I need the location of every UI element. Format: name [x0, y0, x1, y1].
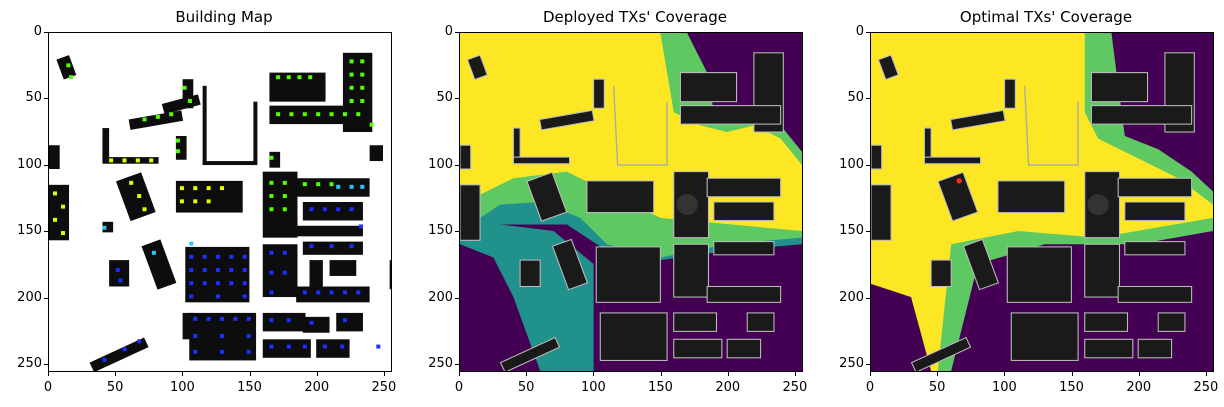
deployed-coverage-panel: Deployed TXs' Coverage: [445, 0, 825, 407]
x-tick-label: 0: [43, 380, 53, 395]
y-tick-label: 50: [847, 90, 864, 106]
y-tick-mark: [866, 231, 870, 233]
x-tick-label: 50: [106, 380, 124, 395]
x-tick-label: 200: [304, 380, 330, 395]
y-tick-mark: [866, 32, 870, 33]
y-tick-label: 150: [428, 223, 453, 239]
y-tick-label: 100: [17, 156, 42, 172]
y-tick-label: 50: [436, 90, 453, 106]
y-tick-mark: [455, 164, 459, 166]
y-tick-label: 100: [839, 156, 864, 172]
y-tick-mark: [866, 297, 870, 299]
x-tick-mark: [383, 372, 385, 376]
y-tick-label: 150: [17, 223, 42, 239]
x-tick-mark: [794, 372, 796, 376]
x-tick-mark: [870, 372, 871, 376]
x-tick-label: 200: [1126, 380, 1152, 395]
y-tick-mark: [866, 164, 870, 166]
building-map-image: [48, 32, 392, 372]
y-tick-mark: [44, 297, 48, 299]
y-tick-mark: [44, 164, 48, 166]
x-tick-mark: [249, 372, 251, 376]
x-tick-label: 100: [169, 380, 195, 395]
y-tick-mark: [44, 98, 48, 100]
x-tick-label: 0: [454, 380, 464, 395]
y-tick-mark: [455, 98, 459, 100]
panel-title: Deployed TXs' Coverage: [542, 8, 728, 26]
building-map-panel: Building Map: [34, 0, 414, 407]
x-tick-label: 150: [648, 380, 673, 395]
x-tick-label: 250: [371, 380, 397, 395]
y-tick-label: 150: [839, 223, 864, 239]
x-tick-mark: [526, 372, 528, 376]
x-tick-mark: [727, 372, 729, 376]
y-tick-label: 100: [428, 156, 453, 172]
y-tick-mark: [455, 297, 459, 299]
x-tick-mark: [1071, 372, 1073, 376]
y-tick-mark: [44, 231, 48, 233]
y-tick-label: 200: [428, 289, 453, 305]
x-tick-label: 100: [580, 380, 606, 395]
x-tick-mark: [1004, 372, 1006, 376]
x-tick-mark: [1138, 372, 1140, 376]
y-tick-label: 200: [17, 289, 42, 305]
x-tick-mark: [660, 372, 662, 376]
y-tick-label: 0: [444, 24, 453, 39]
optimal-coverage-image: [870, 32, 1214, 372]
x-tick-label: 0: [865, 380, 875, 395]
panel-title: Optimal TXs' Coverage: [959, 8, 1133, 26]
x-tick-mark: [182, 372, 184, 376]
y-tick-mark: [44, 32, 48, 33]
y-tick-label: 250: [428, 356, 453, 372]
x-tick-label: 250: [782, 380, 808, 395]
y-tick-mark: [455, 364, 459, 366]
y-tick-mark: [455, 231, 459, 233]
x-tick-label: 250: [1193, 380, 1219, 395]
panel-title: Building Map: [175, 8, 273, 26]
y-tick-label: 250: [839, 356, 864, 372]
y-tick-mark: [866, 98, 870, 100]
x-tick-label: 50: [517, 380, 535, 395]
x-tick-mark: [937, 372, 939, 376]
x-tick-mark: [48, 372, 49, 376]
x-tick-mark: [593, 372, 595, 376]
y-tick-label: 250: [17, 356, 42, 372]
x-tick-mark: [1205, 372, 1207, 376]
y-tick-label: 0: [855, 24, 864, 39]
x-tick-label: 100: [991, 380, 1017, 395]
y-tick-mark: [44, 364, 48, 366]
optimal-coverage-panel: Optimal TXs' Coverage: [856, 0, 1224, 407]
x-tick-label: 150: [1059, 380, 1084, 395]
y-tick-label: 50: [25, 90, 42, 106]
x-tick-mark: [316, 372, 318, 376]
y-tick-mark: [455, 32, 459, 33]
y-tick-label: 0: [33, 24, 42, 39]
y-tick-label: 200: [839, 289, 864, 305]
x-tick-label: 200: [715, 380, 741, 395]
y-tick-mark: [866, 364, 870, 366]
x-tick-mark: [115, 372, 117, 376]
x-tick-label: 50: [928, 380, 946, 395]
deployed-coverage-image: [459, 32, 803, 372]
x-tick-label: 150: [237, 380, 262, 395]
x-tick-mark: [459, 372, 460, 376]
